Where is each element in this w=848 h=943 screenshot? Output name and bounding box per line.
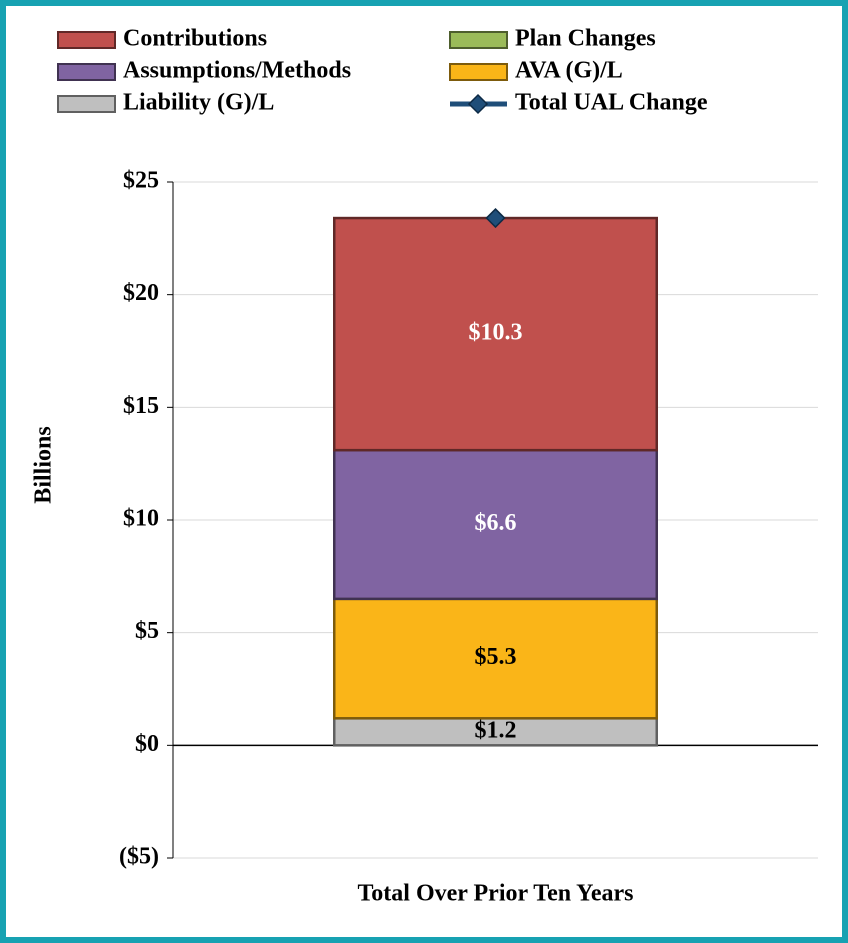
legend-label: Liability (G)/L [123, 90, 274, 116]
legend-swatch [57, 31, 116, 49]
legend-swatch [57, 95, 116, 113]
legend-label: AVA (G)/L [515, 58, 623, 84]
y-tick-label: $20 [123, 280, 159, 306]
legend-swatch [467, 93, 489, 115]
legend-label: Contributions [123, 26, 267, 52]
bar-segment [333, 597, 658, 720]
y-tick-label: $10 [123, 506, 159, 532]
y-axis-title: Billions [31, 426, 57, 503]
legend-label: Assumptions/Methods [123, 58, 351, 84]
data-label: $10.3 [469, 320, 523, 346]
y-tick-label: ($5) [119, 844, 159, 870]
y-tick-label: $25 [123, 168, 159, 194]
bar-segment [333, 448, 658, 601]
legend-swatch [57, 63, 116, 81]
y-tick-label: $0 [135, 731, 159, 757]
x-tick-label: Total Over Prior Ten Years [358, 881, 634, 907]
data-label: $5.3 [475, 644, 517, 670]
legend-label: Plan Changes [515, 26, 656, 52]
legend-label: Total UAL Change [515, 90, 708, 116]
line-marker [485, 207, 506, 229]
data-label: $1.2 [475, 717, 517, 743]
data-label: $6.6 [475, 510, 517, 536]
y-tick-label: $15 [123, 393, 159, 419]
legend-swatch [449, 31, 508, 49]
y-tick-label: $5 [135, 618, 159, 644]
legend-swatch [449, 63, 508, 81]
bar-segment [333, 216, 658, 452]
